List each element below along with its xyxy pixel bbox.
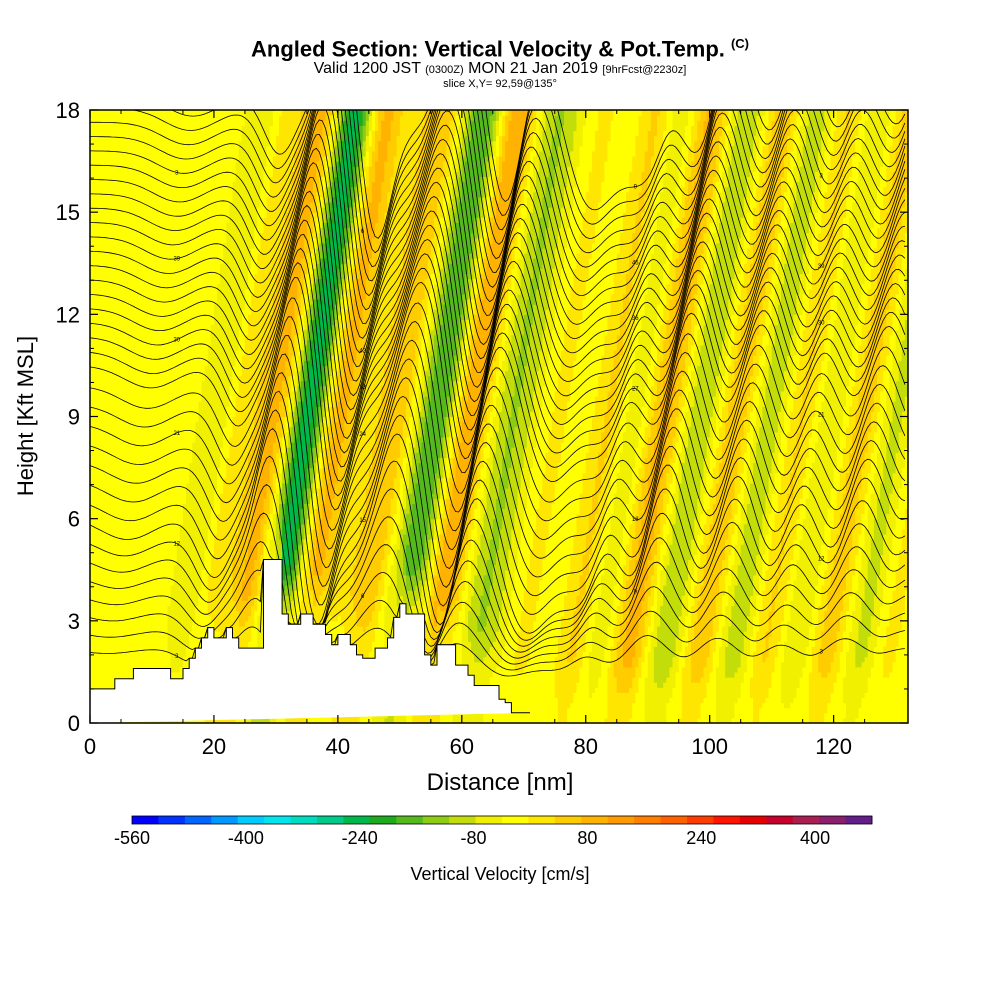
chart: Angled Section: Vertical Velocity & Pot.… [0, 0, 1000, 1000]
